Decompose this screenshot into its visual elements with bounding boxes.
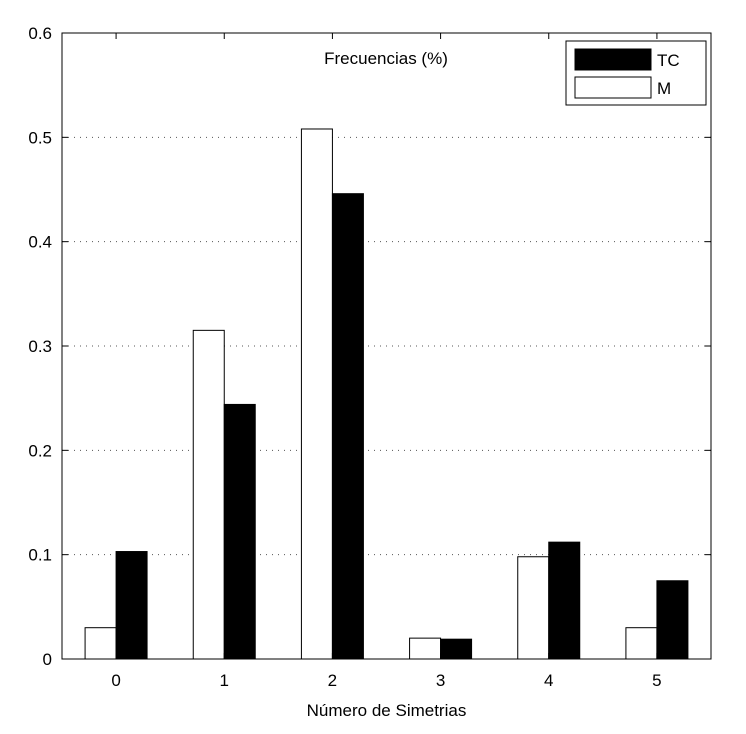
- y-tick-label: 0.1: [28, 546, 52, 565]
- y-tick-label: 0.2: [28, 441, 52, 460]
- legend-label-m: M: [657, 79, 671, 98]
- bar-tc-2: [331, 193, 364, 660]
- y-tick-label: 0.3: [28, 337, 52, 356]
- x-tick-label: 3: [436, 671, 445, 690]
- legend-swatch-m: [574, 76, 652, 99]
- x-tick-labels: 0 1 2 3 4 5: [111, 671, 661, 690]
- bar-tc-0: [115, 551, 148, 660]
- bar-m-3: [409, 637, 442, 660]
- grid-lines: [62, 136, 711, 556]
- chart-title: Frecuencias (%): [324, 49, 448, 68]
- y-tick-label: 0.5: [28, 128, 52, 147]
- legend-swatch-tc: [574, 48, 652, 71]
- bar-m-4: [517, 556, 550, 660]
- x-tick-label: 5: [652, 671, 661, 690]
- y-tick-label: 0.4: [28, 233, 52, 252]
- x-tick-label: 2: [328, 671, 337, 690]
- bar-m-0: [84, 627, 117, 660]
- legend-label-tc: TC: [657, 51, 680, 70]
- bar-tc-4: [548, 541, 581, 660]
- bar-m-1: [192, 329, 225, 660]
- bar-tc-5: [656, 580, 689, 660]
- x-axis-title: Número de Simetrias: [307, 701, 467, 720]
- x-tick-label: 0: [111, 671, 120, 690]
- bars-group: [84, 128, 689, 660]
- y-tick-label: 0.6: [28, 24, 52, 43]
- bar-tc-3: [440, 638, 473, 660]
- bar-m-2: [300, 128, 333, 660]
- x-tick-label: 1: [220, 671, 229, 690]
- legend: TC M: [565, 40, 707, 106]
- x-tick-label: 4: [544, 671, 553, 690]
- y-tick-labels: 0 0.1 0.2 0.3 0.4 0.5 0.6: [28, 24, 52, 669]
- y-tick-label: 0: [43, 650, 52, 669]
- bar-m-5: [625, 627, 658, 660]
- bar-tc-1: [223, 403, 256, 660]
- axis-ticks: [62, 32, 711, 660]
